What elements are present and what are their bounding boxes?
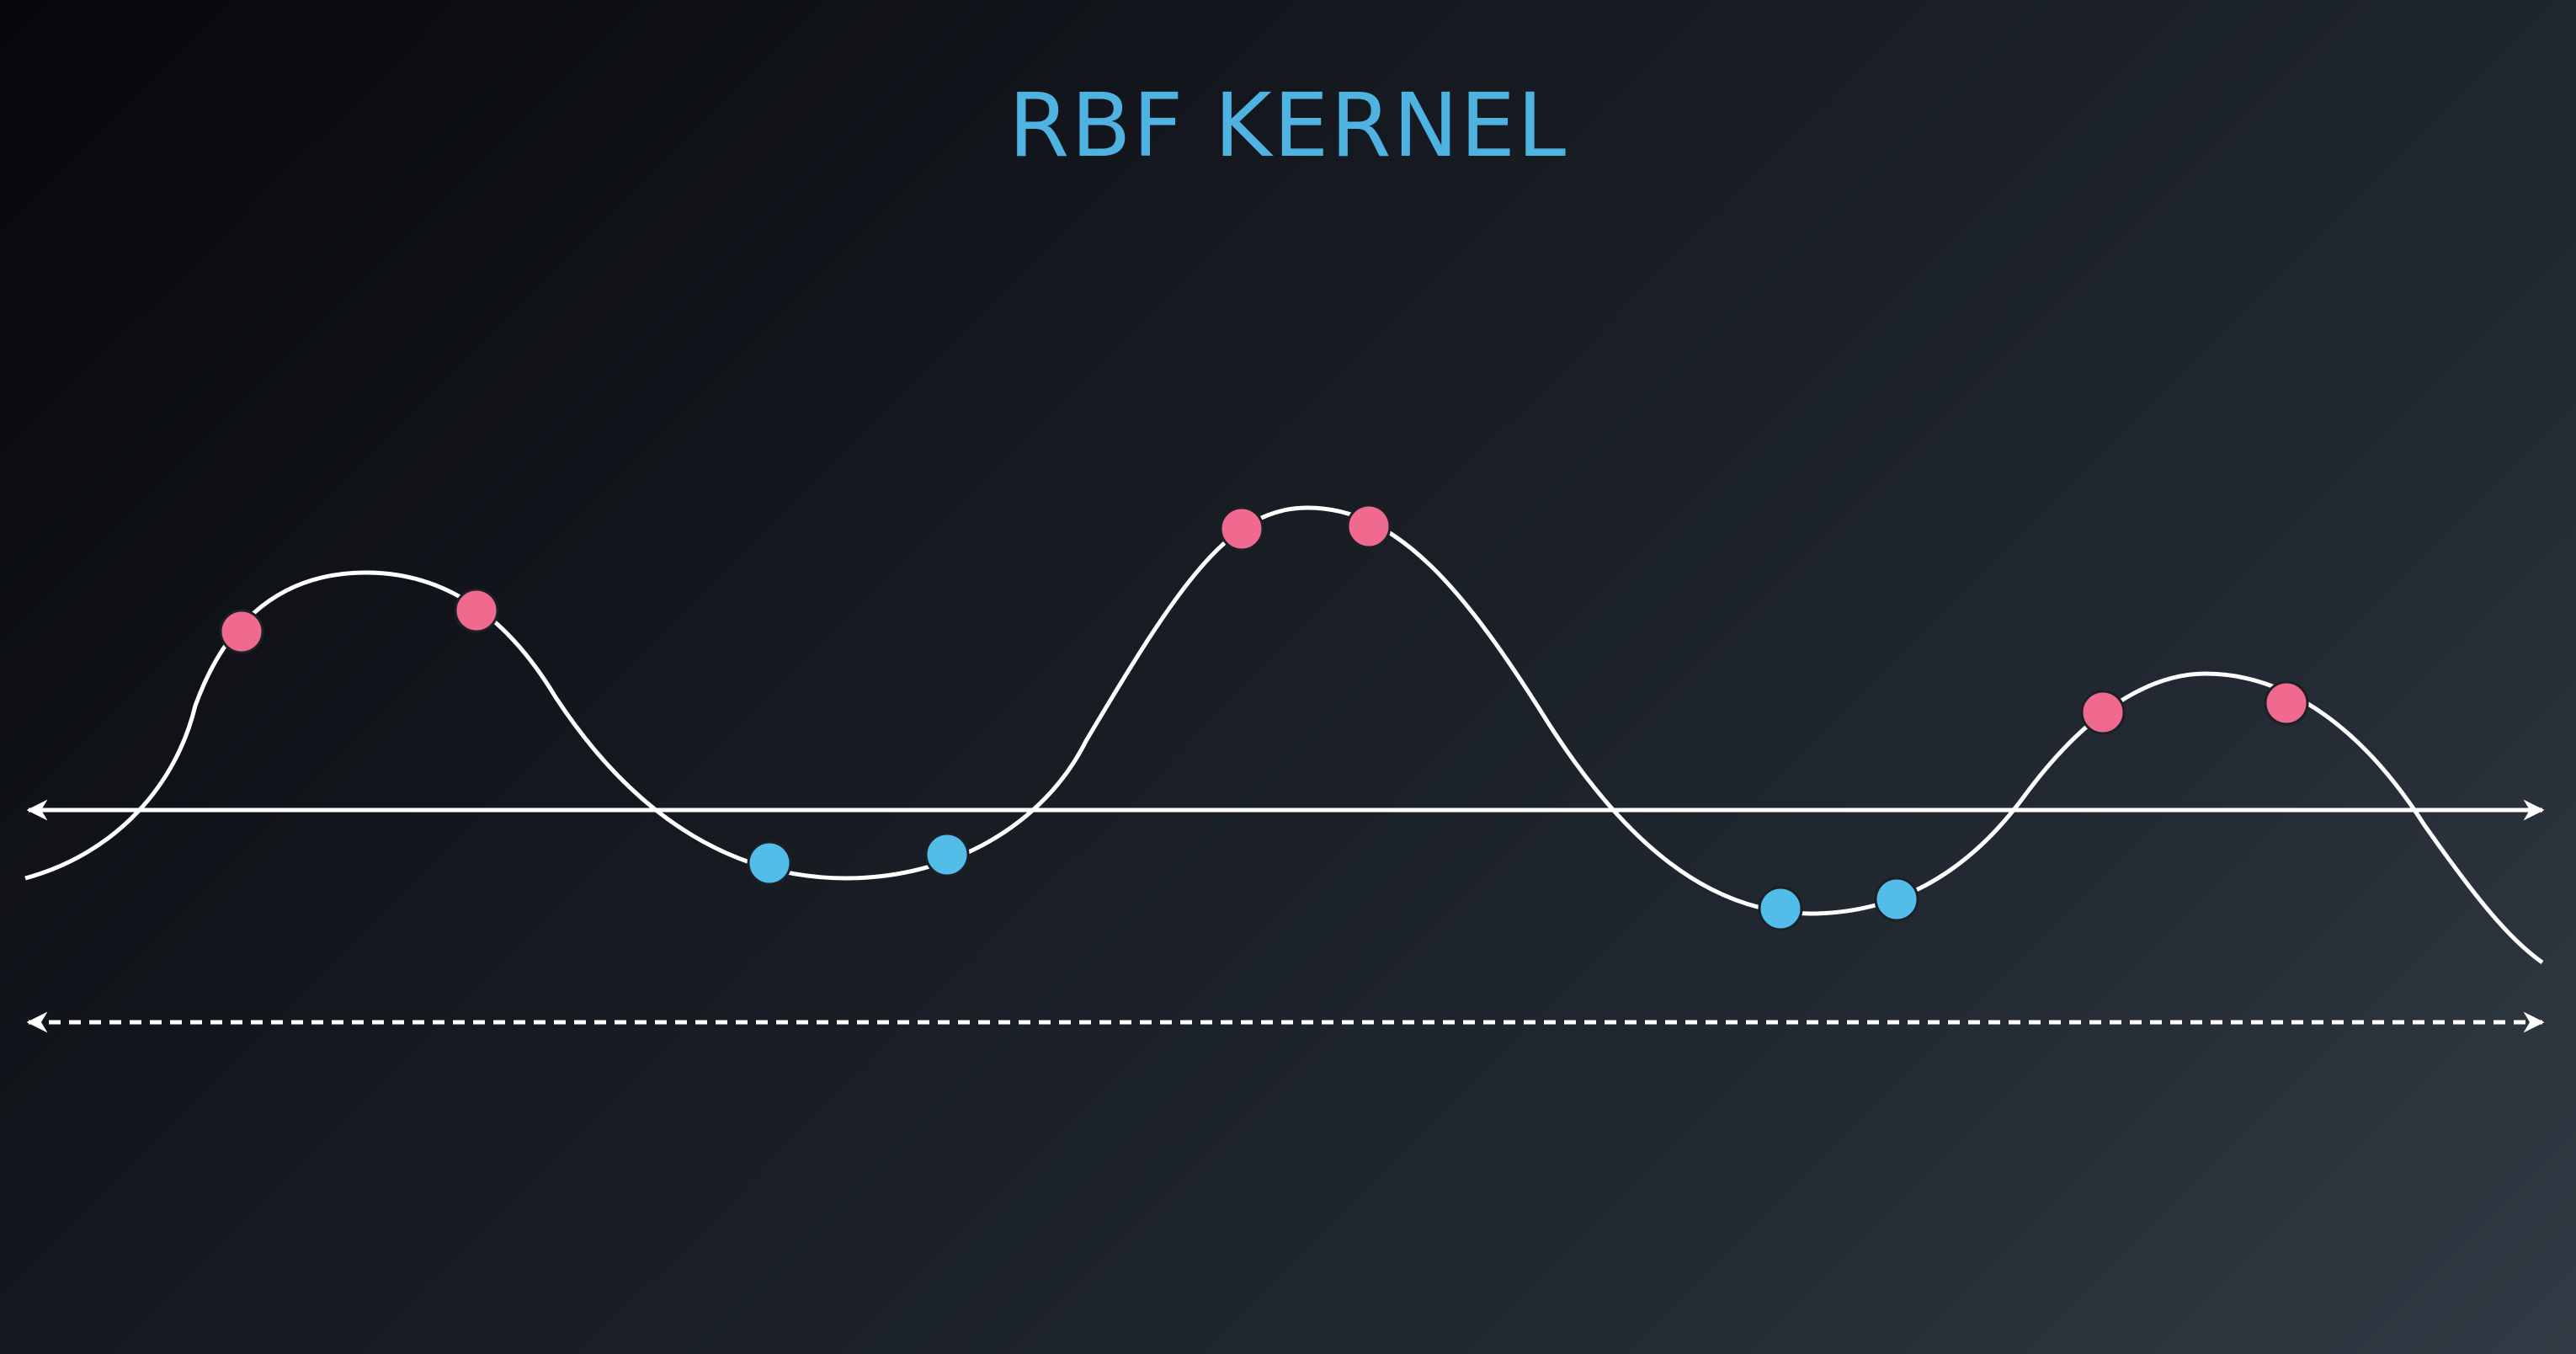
blue-point-4 bbox=[924, 832, 970, 877]
blue-point-8 bbox=[1874, 877, 1919, 922]
pink-point-5 bbox=[1219, 506, 1264, 552]
pink-point-10 bbox=[2264, 680, 2309, 726]
rbf-curve bbox=[24, 505, 2544, 965]
pink-point-2 bbox=[454, 588, 499, 633]
pink-point-1 bbox=[219, 609, 264, 654]
blue-point-7 bbox=[1758, 886, 1803, 931]
data-points bbox=[219, 504, 2309, 931]
slide-title: RBF KERNEL bbox=[1008, 74, 1568, 177]
pink-point-6 bbox=[1346, 504, 1392, 549]
pink-point-9 bbox=[2080, 690, 2126, 735]
blue-point-3 bbox=[747, 840, 792, 886]
